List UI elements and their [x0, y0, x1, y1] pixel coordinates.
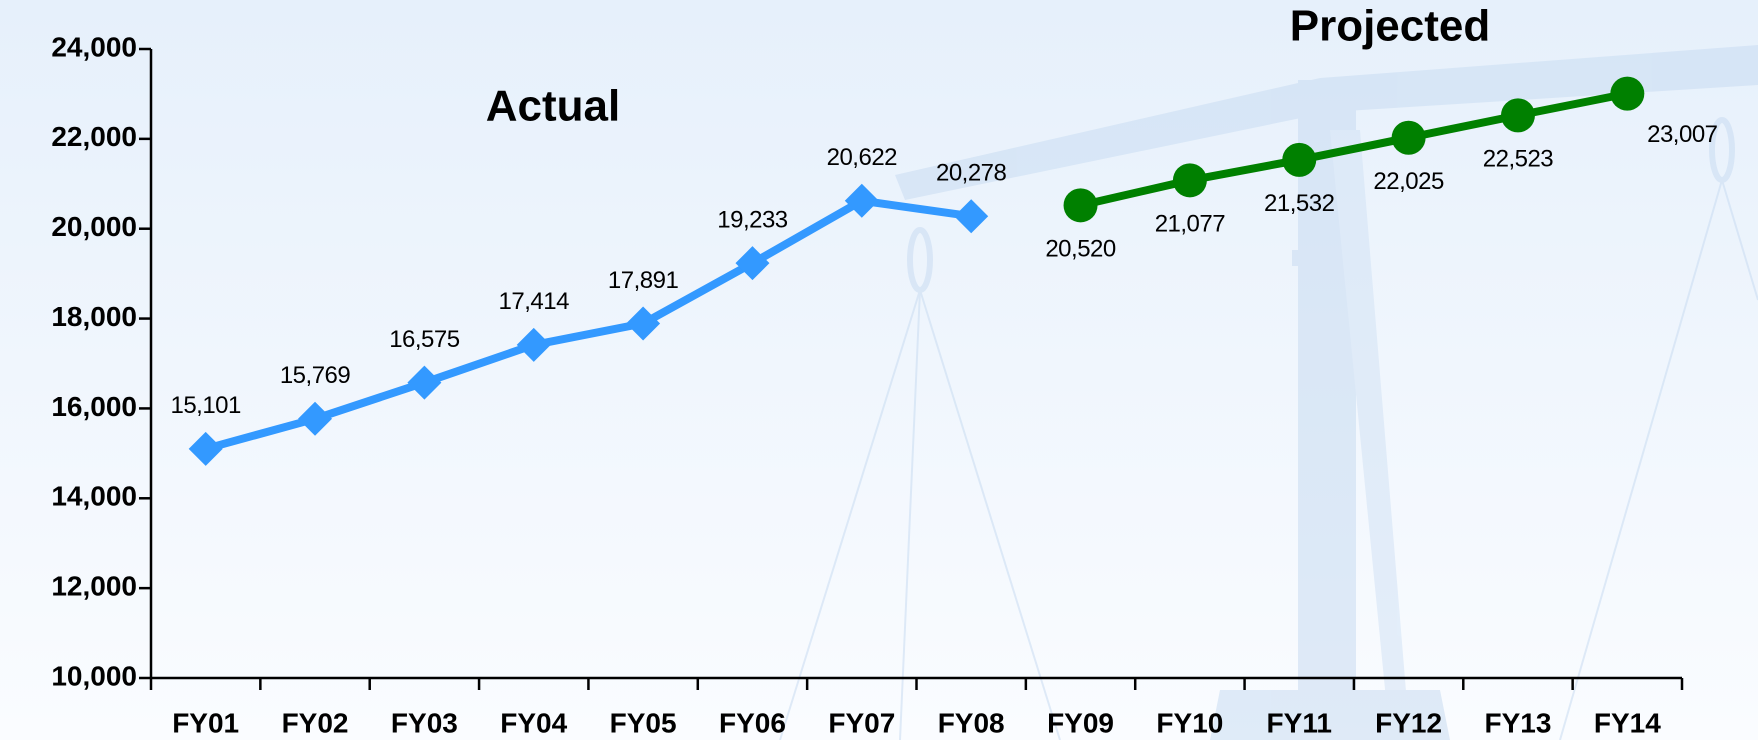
- marker: [298, 401, 333, 436]
- value-label: 21,077: [1155, 211, 1226, 238]
- x-tick-label: FY01: [172, 707, 239, 738]
- value-label: 20,622: [827, 144, 898, 171]
- value-label: 16,575: [389, 326, 460, 353]
- y-tick-label: 14,000: [51, 481, 137, 512]
- marker: [735, 246, 770, 281]
- x-tick-label: FY11: [1267, 707, 1332, 738]
- y-tick-label: 12,000: [51, 571, 137, 602]
- marker: [626, 306, 661, 341]
- y-tick-label: 10,000: [51, 660, 137, 691]
- marker: [1391, 120, 1426, 155]
- value-label: 23,007: [1647, 121, 1718, 148]
- marker: [407, 365, 442, 400]
- y-tick-label: 22,000: [51, 121, 137, 152]
- value-label: 17,891: [608, 267, 679, 294]
- value-label: 20,278: [936, 160, 1007, 187]
- series-label: Actual: [486, 82, 620, 131]
- x-tick-label: FY08: [938, 707, 1005, 738]
- x-tick-label: FY07: [828, 707, 895, 738]
- value-label: 15,101: [170, 392, 241, 419]
- x-tick-label: FY06: [719, 707, 786, 738]
- value-label: 15,769: [280, 362, 351, 389]
- x-tick-label: FY10: [1156, 707, 1223, 738]
- marker: [188, 431, 223, 466]
- value-label: 17,414: [499, 288, 570, 315]
- scale-watermark: [779, 45, 1758, 740]
- series-label: Projected: [1290, 2, 1491, 51]
- series-line: [204, 196, 972, 453]
- x-tick-label: FY03: [391, 707, 458, 738]
- x-tick-label: FY13: [1484, 707, 1551, 738]
- value-label: 22,523: [1483, 146, 1554, 173]
- y-tick-label: 18,000: [51, 301, 137, 332]
- marker: [1610, 76, 1645, 111]
- marker: [1282, 142, 1317, 177]
- value-label: 19,233: [717, 207, 788, 234]
- value-label: 22,025: [1373, 168, 1444, 195]
- value-label: 21,532: [1264, 190, 1335, 217]
- marker: [516, 327, 551, 362]
- x-tick-label: FY02: [282, 707, 349, 738]
- marker: [1063, 188, 1098, 223]
- x-tick-label: FY04: [500, 707, 567, 738]
- y-tick-label: 16,000: [51, 391, 137, 422]
- value-label: 20,520: [1045, 236, 1116, 263]
- y-tick-label: 20,000: [51, 211, 137, 242]
- x-tick-label: FY14: [1594, 707, 1661, 738]
- marker: [954, 199, 989, 234]
- marker: [844, 183, 879, 218]
- marker: [1500, 98, 1535, 133]
- x-tick-label: FY12: [1375, 707, 1442, 738]
- series-line: [1079, 89, 1629, 210]
- y-tick-label: 24,000: [51, 31, 137, 62]
- x-tick-label: FY05: [610, 707, 677, 738]
- x-tick-label: FY09: [1047, 707, 1114, 738]
- marker: [1172, 163, 1207, 198]
